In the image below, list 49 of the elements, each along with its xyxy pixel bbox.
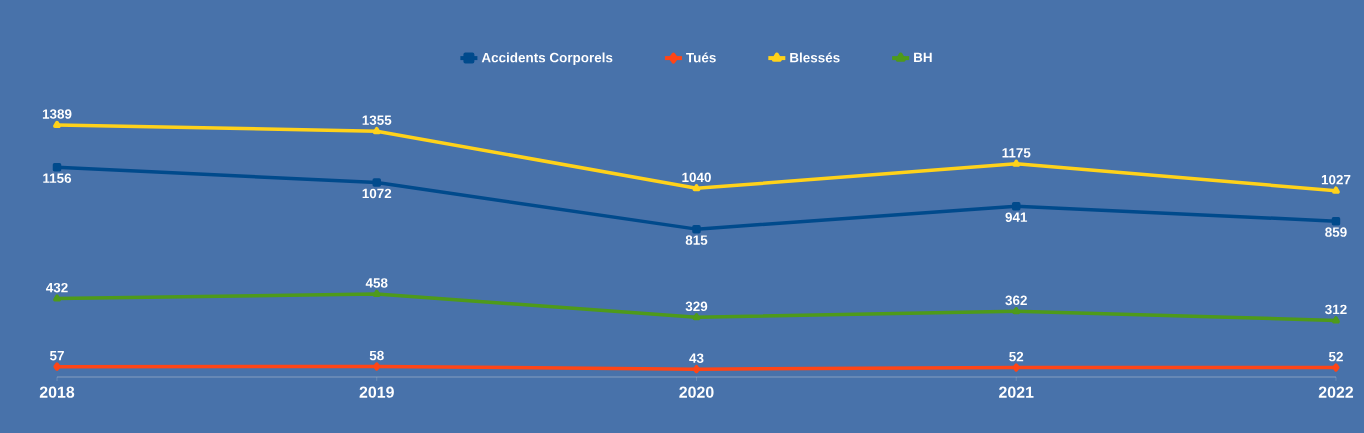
point bbox=[1332, 316, 1340, 324]
legend-label: Accidents Corporels bbox=[481, 52, 613, 66]
point bbox=[1332, 363, 1340, 372]
x-tick-label: 2021 bbox=[999, 386, 1034, 398]
point bbox=[692, 313, 701, 321]
point bbox=[1332, 186, 1340, 194]
point bbox=[1012, 307, 1021, 315]
data-label: 1156 bbox=[43, 173, 72, 183]
data-label: 432 bbox=[45, 282, 68, 293]
legend-label: BH bbox=[914, 52, 932, 62]
legend-label: Blessés bbox=[790, 52, 840, 63]
data-label: 1040 bbox=[682, 172, 711, 183]
x-tick-label: 2020 bbox=[679, 386, 714, 398]
data-label: 1027 bbox=[1321, 174, 1351, 185]
data-label: 52 bbox=[1009, 351, 1024, 362]
x-tick-label: 2018 bbox=[39, 386, 75, 398]
point bbox=[1012, 363, 1020, 372]
data-label: 362 bbox=[1005, 295, 1027, 306]
point bbox=[372, 289, 381, 297]
data-label: 458 bbox=[365, 278, 388, 288]
legend-label: Tués bbox=[686, 52, 716, 63]
point bbox=[372, 126, 381, 135]
point bbox=[692, 184, 701, 192]
point bbox=[53, 294, 61, 302]
data-label: 312 bbox=[1325, 304, 1347, 315]
point bbox=[372, 178, 381, 187]
point bbox=[373, 362, 381, 371]
data-label: 1389 bbox=[42, 109, 72, 119]
data-label: 43 bbox=[689, 353, 704, 363]
data-label: 58 bbox=[369, 350, 384, 361]
data-label: 1072 bbox=[362, 188, 392, 199]
data-label: 859 bbox=[1325, 227, 1347, 237]
data-label: 815 bbox=[685, 235, 708, 245]
data-label: 57 bbox=[49, 351, 64, 361]
x-tick-label: 2022 bbox=[1318, 386, 1354, 398]
point bbox=[692, 364, 701, 374]
point bbox=[692, 224, 701, 234]
data-label: 941 bbox=[1005, 212, 1028, 222]
data-label: 52 bbox=[1328, 351, 1343, 362]
point bbox=[1331, 216, 1341, 226]
x-tick-label: 2019 bbox=[359, 386, 394, 398]
data-label: 1355 bbox=[362, 115, 392, 125]
point bbox=[1012, 159, 1021, 167]
point bbox=[52, 163, 62, 172]
point bbox=[1011, 202, 1021, 211]
point bbox=[53, 120, 61, 128]
point bbox=[53, 362, 61, 371]
data-label: 1175 bbox=[1002, 148, 1031, 158]
data-label: 329 bbox=[685, 301, 708, 312]
